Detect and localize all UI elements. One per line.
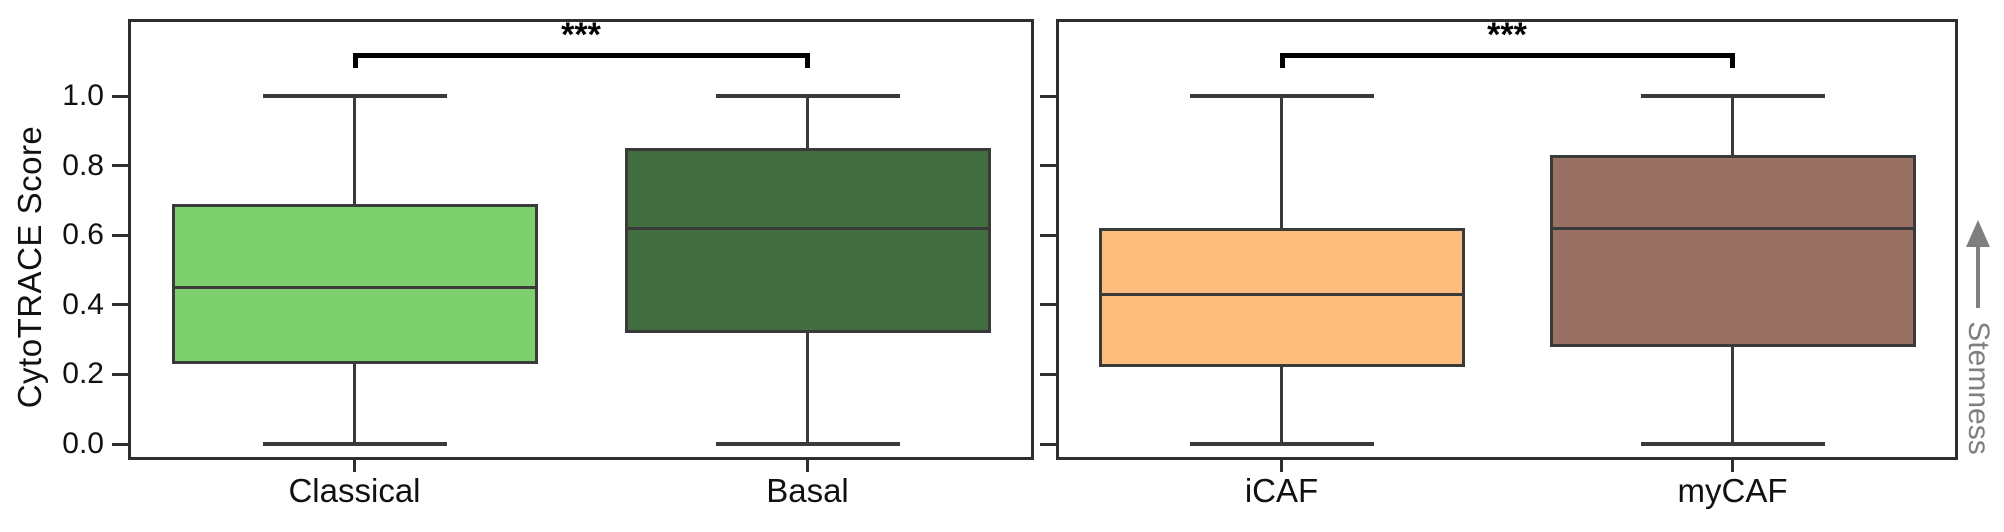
lower-whisker <box>1731 346 1734 444</box>
plot-frame-right <box>1056 19 1958 460</box>
up-arrow-icon <box>1966 220 1990 247</box>
median-line <box>171 285 538 289</box>
significance-bracket <box>1279 53 1735 58</box>
upper-whisker <box>1731 96 1734 156</box>
category-tick <box>1280 460 1283 472</box>
y-axis-tick <box>1040 94 1056 98</box>
upper-whisker-cap <box>1189 94 1374 98</box>
lower-whisker-cap <box>262 442 447 446</box>
plot-frame-left <box>128 19 1034 460</box>
significance-bracket-left-end <box>1279 53 1285 68</box>
stemness-annotation: Stemness <box>1962 321 1995 455</box>
significance-bracket-right-end <box>1729 53 1735 68</box>
y-axis-tick <box>112 233 128 237</box>
median-line <box>1098 292 1465 296</box>
up-arrow-shaft <box>1976 246 1980 308</box>
y-axis-tick-label: 0.6 <box>62 218 104 252</box>
category-tick <box>806 460 809 472</box>
boxplot-box-basal <box>624 148 991 333</box>
panel-classical-basal: 0.0 0.2 0.4 0.6 0.8 1.0 Classical Basal *** <box>62 16 1034 509</box>
y-axis-tick <box>1040 303 1056 307</box>
y-axis-tick <box>1040 164 1056 168</box>
significance-stars: *** <box>1487 16 1527 54</box>
category-tick <box>353 460 356 472</box>
category-label-icaf: iCAF <box>1244 472 1319 509</box>
y-axis-tick <box>1040 372 1056 376</box>
lower-whisker-cap <box>715 442 900 446</box>
y-axis-tick-label: 1.0 <box>62 79 104 112</box>
y-axis-tick-label: 0.8 <box>62 148 104 182</box>
y-axis-tick-label: 0.2 <box>62 357 104 391</box>
upper-whisker <box>353 96 356 204</box>
y-axis-tick-label: 0.0 <box>62 427 104 460</box>
y-axis-tick <box>112 164 128 168</box>
median-line <box>1549 226 1916 230</box>
upper-whisker-cap <box>1640 94 1825 98</box>
significance-bracket-left-end <box>352 53 358 68</box>
y-axis-tick <box>1040 442 1056 446</box>
boxplot-box-mycaf <box>1549 155 1916 347</box>
significance-bracket-right-end <box>804 53 810 68</box>
y-axis-tick <box>112 372 128 376</box>
category-label-classical: Classical <box>288 472 421 509</box>
category-label-mycaf: myCAF <box>1677 472 1788 509</box>
lower-whisker <box>806 332 809 444</box>
lower-whisker-cap <box>1640 442 1825 446</box>
y-axis-tick <box>1040 233 1056 237</box>
upper-whisker <box>806 96 809 149</box>
y-axis-tick <box>112 442 128 446</box>
lower-whisker <box>353 363 356 444</box>
upper-whisker <box>1280 96 1283 229</box>
significance-bracket <box>352 53 810 58</box>
median-line <box>624 226 991 230</box>
panel-icaf-mycaf: iCAF myCAF *** <box>1040 16 1958 509</box>
boxplot-box-classical <box>171 203 538 364</box>
category-tick <box>1731 460 1734 472</box>
upper-whisker-cap <box>715 94 900 98</box>
y-axis-tick <box>112 303 128 307</box>
lower-whisker-cap <box>1189 442 1374 446</box>
upper-whisker-cap <box>262 94 447 98</box>
y-axis-tick <box>112 94 128 98</box>
significance-stars: *** <box>561 16 601 54</box>
boxplot-box-icaf <box>1098 228 1465 368</box>
y-axis-tick-label: 0.4 <box>62 287 104 321</box>
lower-whisker <box>1280 367 1283 444</box>
category-label-basal: Basal <box>766 472 849 509</box>
